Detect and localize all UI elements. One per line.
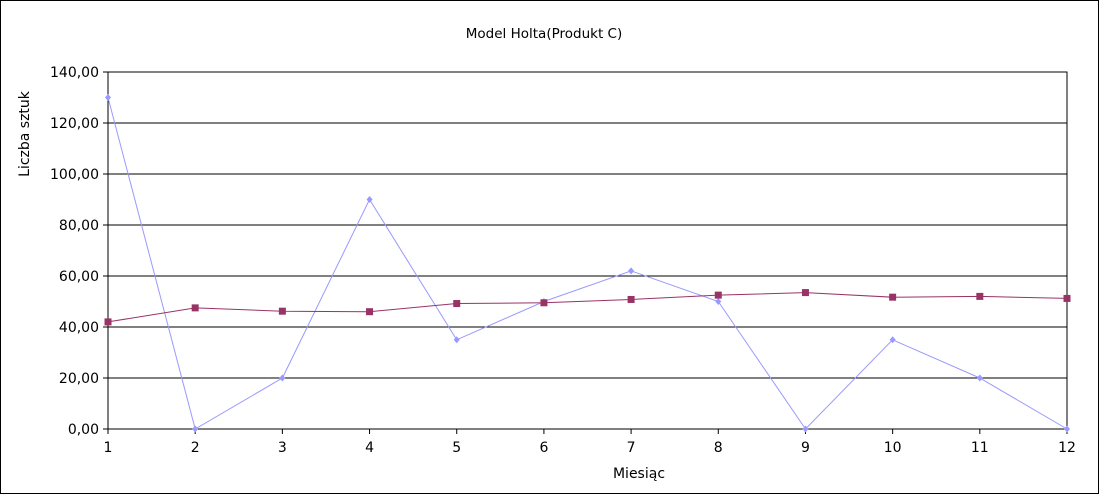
x-tick-label: 4 (365, 440, 374, 456)
data-point (278, 307, 286, 315)
x-tick-label: 9 (801, 440, 810, 456)
data-point (453, 300, 461, 308)
x-tick-label: 10 (884, 440, 902, 456)
chart-title: Model Holta(Produkt C) (466, 26, 622, 42)
data-point (714, 291, 722, 299)
y-tick-label: 140,00 (50, 65, 99, 81)
data-point (889, 293, 897, 301)
data-point (540, 299, 548, 307)
x-tick-label: 3 (278, 440, 287, 456)
series-layer (104, 94, 1071, 433)
plot-area (107, 71, 1068, 430)
data-point (453, 336, 460, 344)
x-tick-label: 11 (971, 440, 989, 456)
series-line (107, 292, 1068, 323)
data-point (976, 374, 983, 382)
y-tick-label: 120,00 (50, 116, 99, 132)
data-point (715, 298, 722, 305)
y-tick-label: 100,00 (50, 167, 99, 183)
x-tick-label: 12 (1058, 440, 1076, 456)
data-point (801, 289, 809, 297)
y-axis-ticks: 0,00 20,00 40,00 60,00 80,00 100,00 120,00 140,… (50, 65, 108, 438)
x-tick-label: 1 (104, 440, 113, 456)
x-tick-label: 6 (539, 440, 548, 456)
series-2 (104, 289, 1071, 326)
data-point (279, 374, 286, 382)
data-point (628, 267, 635, 275)
y-tick-label: 60,00 (59, 269, 99, 285)
data-point (192, 425, 199, 433)
x-tick-label: 5 (452, 440, 461, 456)
data-point (366, 308, 374, 316)
x-tick-label: 8 (714, 440, 723, 456)
data-point (1064, 425, 1070, 433)
y-tick-label: 20,00 (59, 371, 99, 387)
data-point (802, 425, 809, 433)
data-point (191, 304, 199, 312)
x-tick-label: 7 (627, 440, 636, 456)
series-line (107, 97, 1068, 430)
x-axis-ticks: 1 2 3 4 5 6 7 8 9 10 11 12 (104, 429, 1076, 456)
series-1 (105, 94, 1070, 433)
data-point (104, 318, 112, 326)
y-tick-label: 0,00 (68, 422, 99, 438)
x-tick-label: 2 (191, 440, 200, 456)
grid-lines (108, 122, 1067, 379)
data-point (627, 295, 635, 303)
x-axis-label: Miesiąc (613, 466, 665, 482)
data-point (976, 292, 984, 300)
y-axis-label: Liczba sztuk (17, 90, 33, 177)
data-point (366, 196, 373, 203)
y-tick-label: 40,00 (59, 320, 99, 336)
data-point (105, 94, 111, 101)
y-tick-label: 80,00 (59, 218, 99, 234)
data-point (1063, 294, 1071, 302)
data-point (889, 336, 896, 344)
